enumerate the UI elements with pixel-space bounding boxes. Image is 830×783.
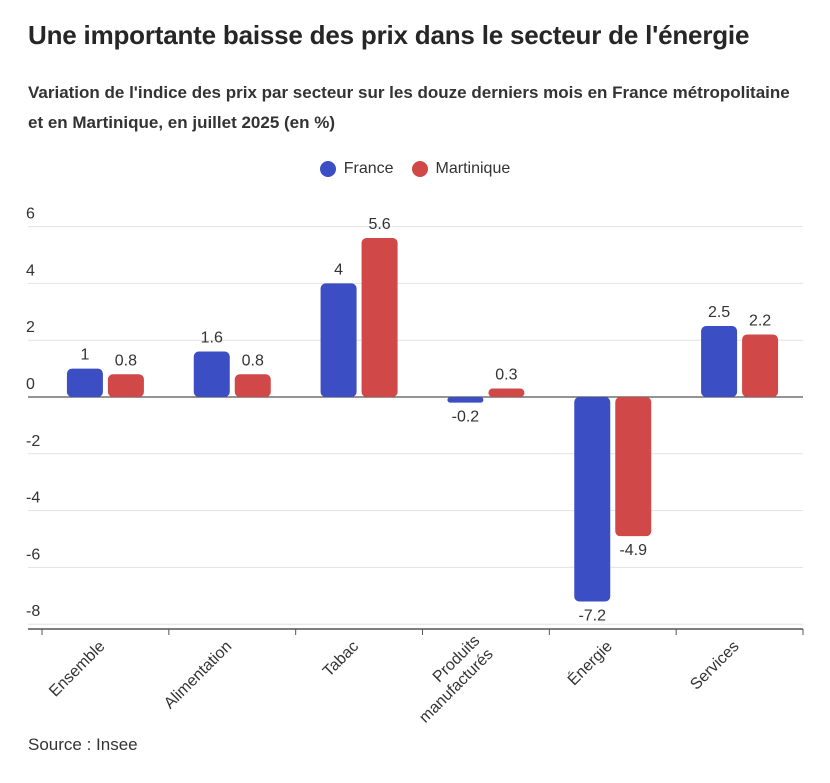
legend-swatch-france: [319, 161, 336, 177]
bar-france: [447, 397, 484, 403]
x-category-label-line: Ensemble: [46, 638, 108, 700]
data-label: 0.8: [242, 352, 264, 369]
x-category-label: Tabac: [320, 638, 362, 680]
x-category-label-line: Services: [687, 638, 742, 693]
x-category-label: Services: [687, 638, 742, 693]
y-tick-label: -6: [26, 546, 40, 563]
y-tick-label: 4: [26, 262, 35, 279]
bar-martinique: [107, 374, 144, 397]
legend-label-martinique: Martinique: [435, 160, 511, 177]
legend: France Martinique: [0, 160, 830, 178]
y-tick-label: -8: [26, 603, 40, 620]
data-label: -0.2: [452, 409, 480, 426]
x-category-label-line: Tabac: [320, 638, 362, 680]
legend-swatch-martinique: [411, 161, 428, 177]
x-category-label: Énergie: [563, 637, 616, 690]
data-label: 5.6: [368, 216, 390, 233]
x-category-label: Ensemble: [46, 638, 108, 700]
source-note: Source : Insee: [28, 735, 138, 754]
data-label: 1: [80, 347, 89, 364]
data-label: -7.2: [578, 607, 606, 624]
data-label: 0.8: [115, 352, 137, 369]
bar-france: [320, 283, 357, 397]
y-tick-label: 2: [26, 319, 35, 336]
bar-martinique: [615, 397, 652, 537]
bar-martinique: [742, 334, 779, 397]
x-category-label: Alimentation: [161, 638, 235, 712]
data-label: -4.9: [619, 542, 647, 559]
chart-subtitle: Variation de l'indice des prix par secte…: [28, 83, 790, 132]
bar-france: [701, 326, 738, 397]
bar-france: [193, 351, 230, 397]
legend-item-martinique[interactable]: Martinique: [411, 160, 511, 178]
bar-france: [574, 397, 611, 602]
bar-martinique: [361, 237, 398, 397]
data-label: 4: [334, 261, 343, 278]
data-label: 0.3: [495, 366, 517, 383]
x-category-label-line: Énergie: [563, 637, 616, 690]
y-tick-label: -2: [26, 433, 40, 450]
data-label: 2.5: [708, 304, 730, 321]
x-category-label: Produitsmanufacturés: [403, 632, 497, 726]
legend-item-france[interactable]: France: [319, 160, 394, 178]
y-tick-label: 0: [26, 376, 35, 393]
data-label: 1.6: [201, 330, 223, 347]
bar-martinique: [234, 374, 271, 397]
x-category-label-line: Alimentation: [161, 638, 235, 712]
data-label: 2.2: [749, 313, 771, 330]
bar-france: [66, 368, 103, 397]
y-tick-label: 6: [26, 206, 35, 223]
y-tick-label: -4: [26, 490, 40, 507]
chart-title: Une importante baisse des prix dans le s…: [28, 20, 750, 50]
legend-label-france: France: [343, 160, 394, 177]
bar-martinique: [488, 388, 525, 397]
